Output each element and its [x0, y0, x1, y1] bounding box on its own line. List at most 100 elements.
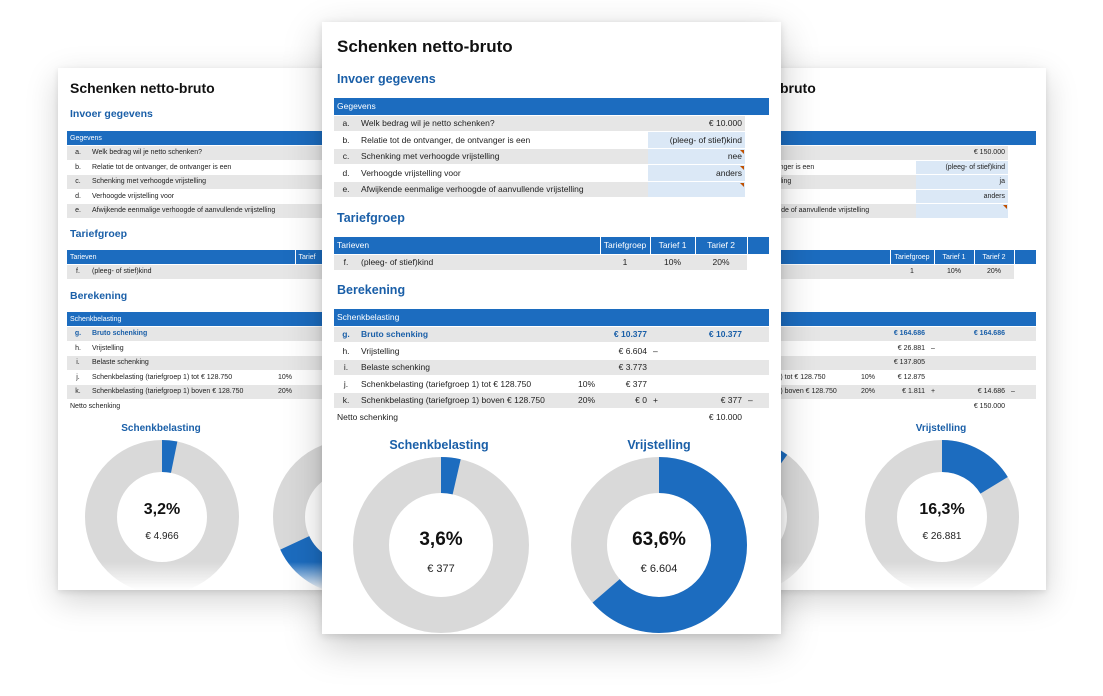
tariefgroep-header: Tariefgroep — [600, 237, 651, 255]
row-operator — [745, 375, 770, 393]
donut-rest-segment — [748, 440, 819, 590]
row-index: h. — [334, 342, 358, 360]
row-pct: 20% — [842, 384, 878, 400]
row-total — [940, 370, 1008, 385]
row-spacer — [745, 115, 769, 132]
verhoogde-vrijstelling-input[interactable]: ja — [916, 174, 1008, 190]
verhoogde-vrijstelling-input[interactable]: nee — [648, 148, 745, 165]
row-total — [696, 359, 745, 376]
netto-amount-value: € 10.000 — [648, 115, 745, 132]
row-total — [696, 375, 745, 393]
row-label: er, de ontvanger is een — [748, 160, 916, 175]
row-pct — [253, 355, 295, 371]
donut-percentage: 63,6% — [632, 529, 686, 550]
afwijkende-vrijstelling-input[interactable] — [648, 181, 745, 198]
donut-amount: € 4.966 — [145, 531, 179, 542]
row-spacer — [1008, 174, 1037, 190]
row-value: € 3.773 — [598, 358, 650, 376]
donut-svg — [571, 457, 747, 633]
gegevens-header — [748, 131, 1037, 146]
row-pct: 10% — [842, 370, 878, 385]
donut-amount: € 377 — [427, 563, 455, 575]
donut-chart: 3,6% € 377 — [353, 457, 529, 633]
row-index: k. — [67, 384, 89, 400]
row-total — [940, 341, 1008, 356]
page-title: Schenken netto-bruto — [70, 80, 215, 96]
row-operator: – — [745, 392, 770, 409]
row-index: e. — [67, 203, 89, 219]
row-index: h. — [67, 341, 89, 356]
section-tarief-title: Tariefgroep — [70, 228, 127, 240]
row-pct — [253, 341, 295, 356]
row-index: a. — [334, 115, 358, 132]
center-sheet: Schenken netto-bruto Invoer gegevens Geg… — [322, 22, 781, 634]
tariefgroep-value: 1 — [600, 254, 651, 271]
row-pct: 20% — [253, 384, 295, 400]
row-index: d. — [67, 189, 89, 204]
calc-table: Schenkbelasting g.Bruto schenking€ 154 h… — [67, 312, 358, 414]
row-operator: + — [928, 384, 940, 400]
row-spacer — [1008, 145, 1037, 161]
gegevens-table: Gegevens a. Welk bedrag wil je netto sche… — [334, 98, 770, 198]
row-index: e. — [334, 181, 358, 198]
row-label: Afwijkende eenmalige verhoogde of aanvul… — [89, 203, 358, 219]
row-operator — [928, 355, 940, 371]
netto-label — [748, 399, 940, 414]
tarieven-table: Tariefgroep Tarief 1 Tarief 2 1 10% 20% — [748, 250, 1037, 280]
row-operator — [650, 375, 696, 393]
row-pct — [253, 326, 295, 342]
row-index: i. — [334, 359, 358, 376]
row-value: € 150.000 — [916, 145, 1008, 161]
row-label: Vrijstelling — [358, 342, 568, 360]
row-label: Schenkbelasting (tariefgroep 1) boven € … — [89, 384, 253, 400]
tarief1-header: Tarief 1 — [934, 250, 975, 265]
row-spacer — [745, 164, 769, 182]
sheet-fade — [58, 562, 358, 590]
row-label: (pleeg- of stief)kind — [358, 254, 601, 271]
tarief1-header: Tarief 1 — [650, 237, 696, 255]
row-index: b. — [67, 160, 89, 175]
row-spacer — [1008, 399, 1037, 414]
row-pct: 20% — [568, 392, 598, 409]
row-label: Schenkbelasting (tariefgroep 1) tot € 12… — [89, 370, 253, 385]
row-spacer — [1014, 264, 1036, 280]
page-title: Schenken netto-bruto — [337, 37, 513, 56]
netto-value: € 10.000 — [696, 408, 745, 426]
row-index: f. — [67, 264, 89, 280]
netto-label: Netto schenking — [67, 399, 358, 414]
gegevens-header: Gegevens — [334, 98, 770, 116]
row-value: € 377 — [598, 375, 650, 393]
row-total: € 164.686 — [940, 326, 1008, 342]
row-index: f. — [334, 254, 358, 271]
tarief1-value: 10% — [650, 254, 696, 271]
row-index: c. — [67, 174, 89, 190]
donut-value-segment — [353, 457, 529, 633]
row-label: henken? — [748, 145, 916, 161]
donut-percentage: 16,3% — [919, 501, 965, 518]
row-pct — [568, 359, 598, 376]
vrijstelling-voor-input[interactable]: anders — [916, 189, 1008, 204]
row-value: € 164.686 — [878, 326, 928, 342]
afwijkende-vrijstelling-input[interactable] — [916, 203, 1008, 219]
gegevens-table: Gegevens a. Welk bedrag wil je netto sche… — [67, 131, 358, 219]
donut-chart: 63,6% € 6.604 — [571, 457, 747, 633]
header-spacer — [1014, 250, 1037, 265]
row-label: lige verhoogde of aanvullende vrijstelli… — [748, 203, 916, 219]
row-index: j. — [67, 370, 89, 385]
row-label: Welk bedrag wil je netto schenken? — [89, 145, 358, 161]
row-operator — [745, 326, 770, 343]
row-total: € 14.686 — [940, 384, 1008, 400]
row-operator — [650, 326, 696, 343]
donut-value-segment — [85, 440, 239, 590]
row-operator — [928, 326, 940, 342]
relation-input[interactable]: (pleeg- of stief)kind — [916, 160, 1008, 175]
relation-input[interactable]: (pleeg- of stief)kind — [648, 131, 745, 149]
vrijstelling-voor-input[interactable]: anders — [648, 164, 745, 182]
tarief2-header: Tarief 2 — [974, 250, 1015, 265]
section-input-title: Invoer gegevens — [70, 108, 153, 120]
row-label: Relatie tot de ontvanger, de ontvanger i… — [89, 160, 358, 175]
netto-value: € 150.000 — [940, 399, 1008, 414]
chart-title: Vrijstelling — [627, 438, 691, 452]
header-spacer — [747, 237, 770, 255]
row-label: Relatie tot de ontvanger, de ontvanger i… — [358, 131, 648, 149]
